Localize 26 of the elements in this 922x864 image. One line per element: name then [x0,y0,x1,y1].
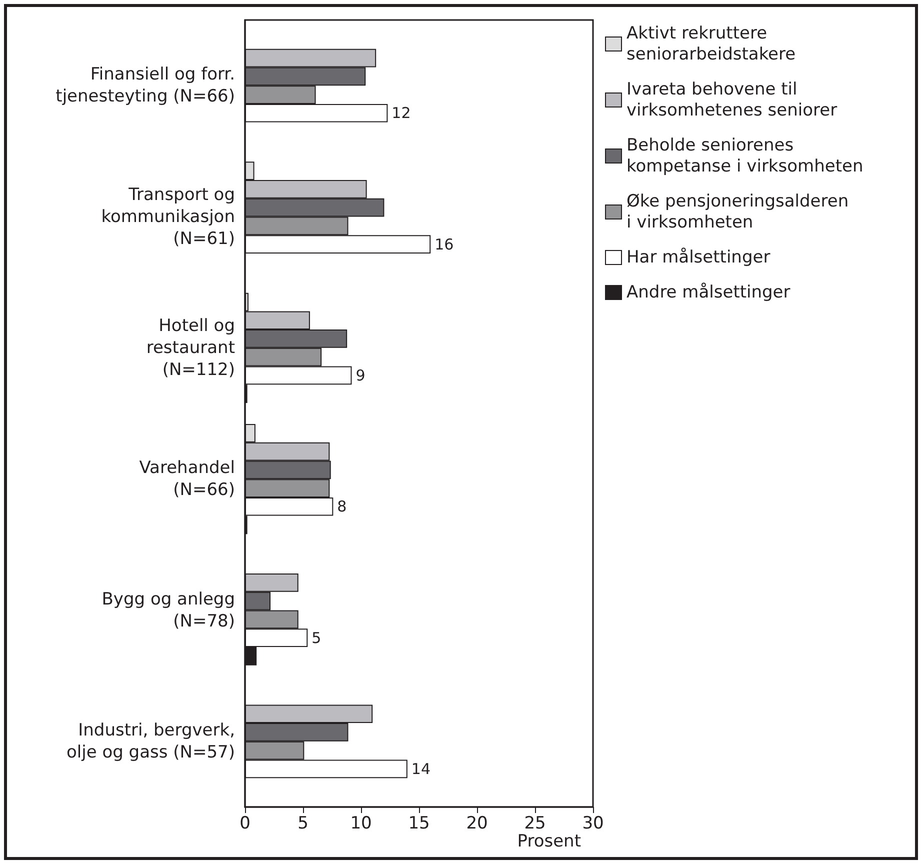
legend-label: Har målsettinger [626,248,770,268]
data-label: 12 [392,104,411,122]
legend-label: Aktivt rekruttere seniorarbeidstakere [626,24,796,64]
x-tick-label: 20 [466,814,488,834]
x-tick-label: 10 [350,814,372,834]
x-tick-label: 25 [524,814,546,834]
x-tick-label: 0 [240,814,250,834]
data-label: 5 [312,628,322,647]
x-tick-label: 15 [408,814,430,834]
x-tick-label: 5 [298,814,308,834]
legend-label: Øke pensjoneringsalderen i virksomheten [626,192,849,232]
y-tick-label: Industri, bergverk, olje og gass (N=57) [66,720,235,762]
y-tick-label: Bygg og anlegg (N=78) [102,589,235,632]
y-tick-label: Hotell og restaurant (N=112) [146,316,236,380]
legend-label: Ivareta behovene til virksomhetenes seniorer [626,80,838,120]
data-label: 14 [411,760,430,778]
legend-label: Andre målsettinger [626,282,790,302]
y-tick-label: Finansiell og forr. tjenesteyting (N=66) [56,64,235,107]
x-tick-label: 30 [582,814,604,834]
y-tick-label: Transport og kommunikasjon (N=61) [101,184,235,249]
x-axis-title: Prosent [517,832,582,852]
data-label: 16 [434,235,454,254]
y-tick-label: Varehandel (N=66) [139,458,235,500]
data-label: 9 [356,366,366,384]
legend-label: Beholde seniorenes kompetanse i virksomheten [626,136,864,176]
data-label: 8 [337,498,347,516]
